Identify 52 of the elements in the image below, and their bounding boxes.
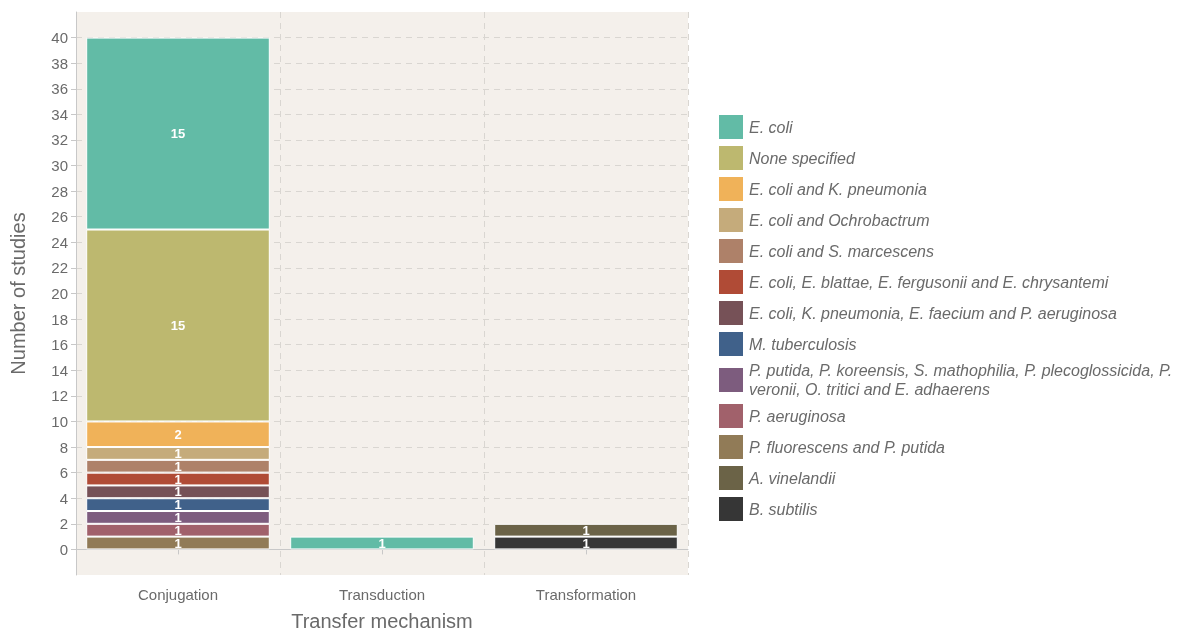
y-tick-label: 34 <box>51 105 68 123</box>
x-axis-title: Transfer mechanism <box>291 610 473 632</box>
y-tick-label: 20 <box>51 285 68 302</box>
y-tick-label: 36 <box>51 80 68 98</box>
data-label: 1 <box>378 535 386 551</box>
data-label: 1 <box>174 445 182 461</box>
legend-label: E. coli <box>749 118 794 136</box>
y-tick-label: 32 <box>51 131 68 149</box>
legend-label: P. fluorescens and P. putida <box>749 438 946 456</box>
x-tick-label: Conjugation <box>137 586 219 603</box>
y-tick-label: 22 <box>51 259 68 277</box>
data-label: 15 <box>170 317 186 333</box>
data-label: 1 <box>174 535 182 551</box>
y-tick-label: 16 <box>51 336 68 354</box>
y-tick-label: 24 <box>51 233 68 251</box>
data-label: 1 <box>174 458 182 474</box>
y-tick-label: 30 <box>51 157 68 175</box>
y-tick-label: 26 <box>51 208 68 226</box>
legend-label: E. coli and S. marcescens <box>749 242 934 260</box>
data-label: 15 <box>170 126 186 142</box>
legend-label: P. aeruginosa <box>749 407 846 425</box>
legend-label: A. vinelandii <box>748 469 836 487</box>
y-tick-label: 8 <box>59 438 68 456</box>
y-tick-label: 18 <box>51 310 68 328</box>
y-tick-label: 0 <box>59 540 68 558</box>
data-label: 1 <box>174 522 182 538</box>
legend-label: E. coli and K. pneumonia <box>749 180 927 198</box>
y-tick-label: 28 <box>51 182 68 200</box>
y-tick-label: 2 <box>59 515 68 533</box>
y-tick-label: 10 <box>51 412 68 430</box>
data-label: 2 <box>174 426 182 442</box>
legend-label: E. coli, K. pneumonia, E. faecium and P. aeruginosa <box>749 304 1118 322</box>
legend-label: E. coli, E. blattae, E. fergusonii and E. chrysantemi <box>749 273 1109 291</box>
bar <box>290 536 474 550</box>
y-tick-label: 12 <box>51 387 68 405</box>
x-tick-label: Transduction <box>338 586 426 603</box>
legend-label: P. putida, P. koreensis, S. mathophilia, P. plecoglossicida, P. veronii, O. tritici and E. adhaerens <box>749 362 1177 398</box>
data-label: 1 <box>582 522 590 538</box>
legend-label: None specified <box>749 149 856 167</box>
legend-label: E. coli and Ochrobactrum <box>749 211 930 229</box>
data-label: 1 <box>174 484 182 500</box>
data-label: 1 <box>582 535 590 551</box>
y-tick-label: 14 <box>51 361 68 379</box>
data-label: 1 <box>174 471 182 487</box>
legend-label: M. tuberculosis <box>749 335 857 353</box>
y-tick-label: 40 <box>51 29 68 47</box>
legend-label: B. subtilis <box>749 500 818 518</box>
y-tick-label: 6 <box>59 464 68 482</box>
x-tick-label: Transformation <box>535 586 637 603</box>
y-axis-title: Number of studies <box>7 212 29 375</box>
y-tick-label: 38 <box>51 54 68 72</box>
y-tick-label: 4 <box>59 489 68 507</box>
